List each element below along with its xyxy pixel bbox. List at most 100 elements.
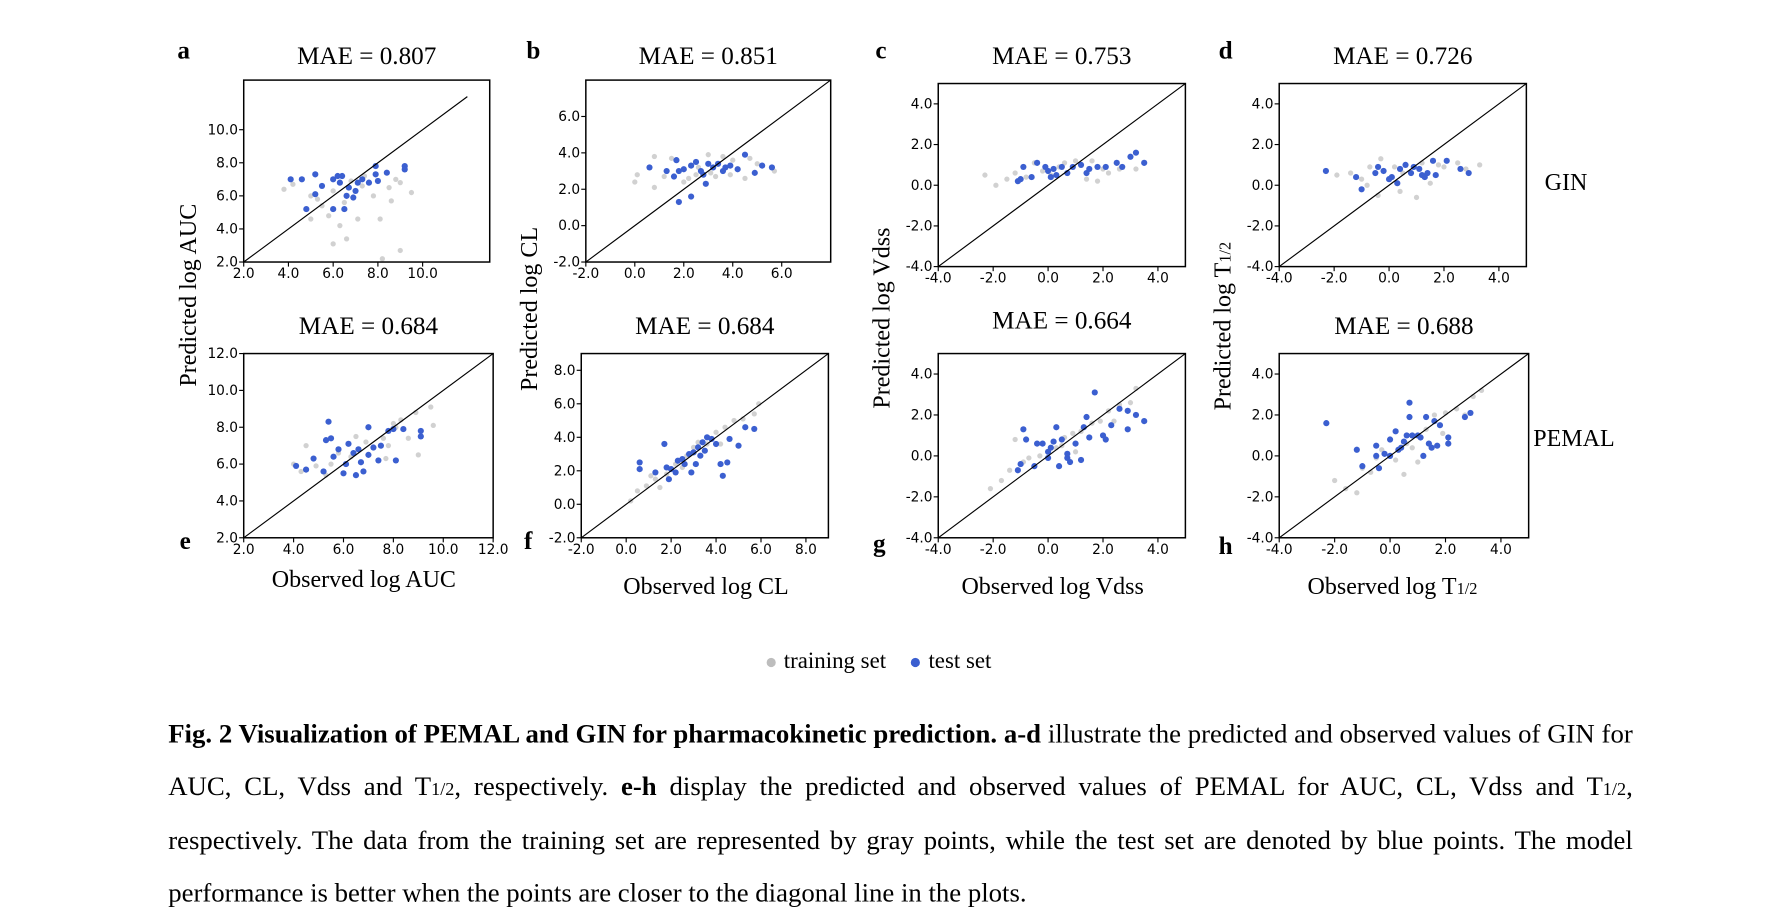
panel-a-test-point [383, 169, 390, 176]
panel-h-y-tick-label: 0.0 [1252, 448, 1274, 464]
panel-a-training-point [308, 216, 314, 222]
panel-g-test-point [1066, 458, 1074, 466]
panel-a-training-point [377, 216, 383, 222]
panel-f-x-tick-label: 8.0 [795, 542, 817, 558]
panel-b-x-tick-label: 4.0 [722, 266, 744, 282]
panel-a-y-tick-label: 10.0 [207, 122, 238, 138]
panel-d-test-point [1421, 174, 1428, 181]
panel-h-test-point [1461, 413, 1468, 421]
panel-f-training-point [634, 488, 641, 494]
panel-f-test-point [688, 469, 695, 476]
panel-f-x-tick-label: 2.0 [660, 542, 682, 558]
panel-a-training-point [281, 186, 287, 192]
panel-g-training-point [1037, 453, 1043, 459]
panel-d-test-point [1432, 171, 1439, 179]
panel-f-title: MAE = 0.684 [635, 313, 775, 340]
panel-a-x-tick-label: 8.0 [367, 266, 389, 282]
panel-e-x-tick-label: 6.0 [333, 542, 355, 558]
panel-d-test-point [1358, 186, 1365, 193]
panel-h-test-point [1373, 452, 1380, 459]
panel-g-test-point [1091, 389, 1098, 396]
panel-d-x-tick-label: -4.0 [1266, 271, 1293, 287]
panel-f-test-point [742, 424, 749, 431]
panel-b-test-point [673, 157, 680, 164]
panel-a-training-point [359, 183, 365, 189]
panel-c-test-point [1132, 149, 1140, 156]
panel-a-training-point [386, 184, 392, 191]
panel-d-training-point [1463, 166, 1469, 172]
panel-g-x-tick-label: 0.0 [1037, 542, 1059, 558]
y-axis-label-auc: Predicted log AUC [174, 203, 202, 387]
panel-h-training-point [1354, 490, 1360, 496]
panel-e-training-point [353, 433, 359, 440]
panel-f-test-point [719, 472, 726, 479]
panel-d-y-tick-label: 2.0 [1252, 137, 1274, 153]
panel-f-test-point [701, 447, 708, 454]
panel-e-x-tick-label: 4.0 [283, 542, 305, 558]
y-axis-label-t-half: Predicted log T1/2 [1209, 242, 1238, 411]
panel-b-test-point [759, 162, 766, 169]
figure-caption: Fig. 2 Visualization of PEMAL and GIN fo… [168, 709, 1633, 920]
panel-g-training-point [1026, 455, 1032, 461]
panel-a-y-tick-label: 4.0 [216, 222, 238, 238]
panel-b-training-point [754, 161, 760, 167]
panel-h-x-tick-label: 0.0 [1379, 542, 1401, 558]
panel-c-training-point [993, 182, 999, 188]
panel-e-test-point [322, 437, 330, 444]
panel-d-axes-frame [1278, 82, 1528, 268]
panel-c-y-tick-label: 2.0 [911, 137, 933, 153]
panel-c-training-point [1061, 160, 1068, 166]
panel-b-training-point [720, 153, 726, 160]
panel-f-test-point [665, 476, 672, 483]
panel-b-y-tick-label: 4.0 [558, 145, 580, 161]
panel-c-test-point [1034, 159, 1041, 166]
panel-a-test-point [341, 206, 348, 213]
row-label-gin: GIN [1544, 168, 1588, 196]
panel-b-training-point [727, 172, 733, 178]
panel-g-test-point [1047, 444, 1054, 451]
panel-f-x-tick-label: 4.0 [705, 542, 727, 558]
panel-e-test-point [342, 460, 350, 468]
panel-f-training-point [751, 411, 757, 417]
panel-d-test-point [1380, 167, 1387, 175]
panel-a-training-point [379, 256, 386, 262]
panel-c-test-point [1050, 165, 1057, 173]
panel-c-test-point [1086, 165, 1093, 173]
panel-b-training-point [634, 172, 640, 178]
panel-g-x-tick-label: 2.0 [1092, 542, 1114, 558]
panel-g-training-point [998, 477, 1005, 484]
panel-b-test-point [734, 166, 741, 173]
panel-h-y-tick-label: -2.0 [1247, 489, 1274, 505]
panel-h-title: MAE = 0.688 [1334, 313, 1473, 340]
panel-a-test-point [352, 187, 359, 194]
panel-c-training-point [1072, 158, 1079, 164]
panel-g-test-point [1039, 440, 1046, 447]
panel-b-test-point [751, 169, 758, 176]
panel-g-training-point [1111, 418, 1117, 424]
panel-h-test-point [1436, 422, 1444, 429]
panel-e-test-point [390, 425, 397, 433]
panel-a-training-point [408, 189, 415, 196]
panel-b-training-point [730, 157, 736, 163]
panel-c-training-point [1094, 178, 1101, 184]
panel-d-x-tick-label: -2.0 [1321, 271, 1348, 287]
panel-d-test-point [1374, 163, 1382, 171]
panel-d-training-point [1347, 170, 1354, 176]
panel-a-test-point [401, 166, 408, 173]
panel-g-test-point [1124, 407, 1131, 414]
panel-h-test-point [1373, 442, 1380, 449]
panel-a-x-tick-label: 6.0 [322, 266, 344, 282]
panel-g-test-point [1116, 405, 1123, 412]
panel-a-y-tick-label: 8.0 [216, 155, 238, 171]
panel-f-x-tick-label: 0.0 [615, 542, 637, 558]
panel-h-y-tick-label: -4.0 [1247, 530, 1274, 546]
panel-a-test-point [303, 206, 310, 213]
panel-h-test-point [1323, 420, 1330, 427]
panel-h-test-point [1428, 444, 1435, 451]
panel-e-test-point [360, 468, 367, 475]
y-axis-label-cl: Predicted log CL [515, 226, 543, 392]
panel-a-training-point [355, 216, 361, 222]
panel-h-test-point [1406, 413, 1413, 421]
panel-c-diagonal-line [937, 83, 1186, 268]
panel-d-x-tick-label: 0.0 [1378, 271, 1400, 287]
